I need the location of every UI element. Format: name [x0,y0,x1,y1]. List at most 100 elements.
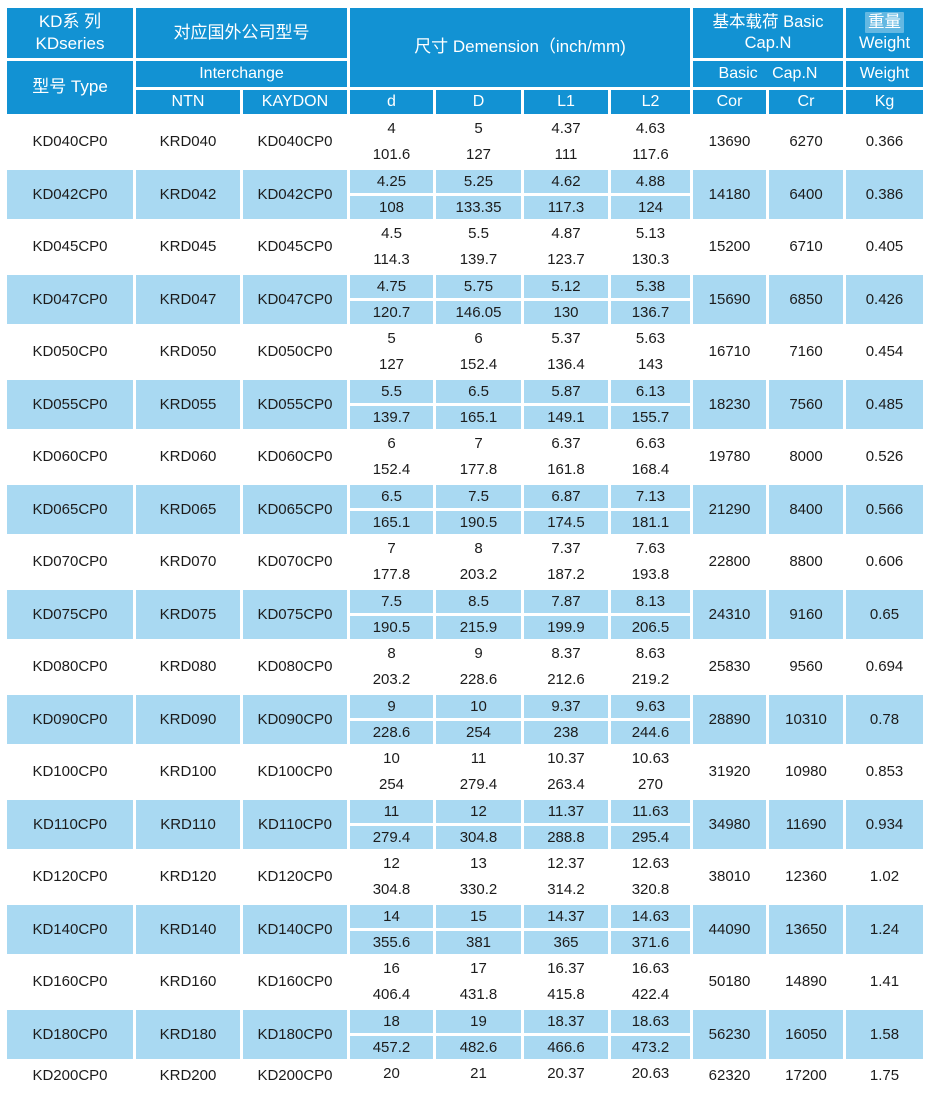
dim-D-cell-mm: 177.8 [459,461,498,479]
header-series-cn: KD系 列 [38,11,102,31]
dim-d-cell-mm: 254 [378,776,405,794]
kg-cell: 0.65 [846,589,923,639]
table-row: KD075CP0 KRD075 KD075CP0 7.5 190.5 8.5 215.9 7.… [7,589,923,639]
dim-d-cell-inch: 16 [383,960,400,978]
cor-cell: 22800 [708,553,751,571]
dim-D-cell: 10 254 [436,694,521,744]
dim-D-cell-inch: 19 [436,1009,521,1033]
dim-l2-cell: 14.63 371.6 [611,904,690,954]
dim-l2-cell-inch: 11.63 [611,799,690,823]
kg-cell: 1.24 [846,904,923,954]
dim-D-cell-mm: 431.8 [459,986,498,1004]
dim-l2-cell: 8.13 206.5 [611,589,690,639]
header-weight-en: Weight [858,34,911,52]
dim-d-cell-inch: 7.5 [350,589,433,613]
dim-l2-cell-inch: 5.38 [611,274,690,298]
dim-D-cell: 8.5 215.9 [436,589,521,639]
header-load-line1: 基本载荷 Basic [712,12,824,31]
dim-l1-cell-inch: 5.12 [524,274,608,298]
header-interchange: Interchange [136,61,347,87]
table-row: KD110CP0 KRD110 KD110CP0 11 279.4 12 304.8 11.3… [7,799,923,849]
dim-l2-cell: 16.63 422.4 [611,957,690,1007]
dim-l2-cell-mm: 155.7 [611,405,690,429]
dim-l2-cell: 10.63 270 [611,747,690,797]
ntn-cell: KRD120 [159,868,217,886]
dim-d-cell-inch: 5 [387,330,396,348]
cor-cell: 38010 [708,868,751,886]
cr-cell: 10980 [785,763,827,781]
table-row: KD055CP0 KRD055 KD055CP0 5.5 139.7 6.5 165.1 5.… [7,379,923,429]
dim-d-cell: 4.25 108 [350,169,433,219]
dim-l2-cell-mm: 136.7 [611,300,690,324]
dim-l2-cell-inch: 6.13 [611,379,690,403]
dim-l1-cell: 4.37 111 [524,117,608,167]
dim-D-cell: 17 431.8 [436,957,521,1007]
cor-cell: 62320 [708,1067,751,1084]
dim-D-cell: 5.25 133.35 [436,169,521,219]
cr-cell: 12360 [785,868,827,886]
dim-D-cell-mm: 139.7 [459,251,498,269]
dim-l1-cell-inch: 20.37 [547,1065,585,1083]
kg-cell: 0.426 [846,274,923,324]
dim-l2-cell-mm [611,1088,690,1111]
header-series-en: KDseries [35,34,105,53]
dim-l1-cell: 11.37 288.8 [524,799,608,849]
dim-l2-cell-mm: 244.6 [611,720,690,744]
dim-l2-cell-mm: 320.8 [631,881,670,899]
type-cell: KD075CP0 [7,589,133,639]
dim-l1-cell-mm: 212.6 [547,671,585,689]
dim-d-cell: 18 457.2 [350,1009,433,1059]
ntn-cell: KRD090 [136,694,240,744]
dim-l1-cell-mm: 288.8 [524,825,608,849]
type-cell: KD080CP0 [32,658,108,676]
dim-D-cell: 5.5 139.7 [436,222,521,272]
table-row: KD180CP0 KRD180 KD180CP0 18 457.2 19 482.6 18.3… [7,1009,923,1059]
ntn-cell: KRD140 [136,904,240,954]
table-body: KD040CP0 KRD040 KD040CP0 4 101.6 5 127 4.37 111 4… [7,117,923,1112]
dim-l2-cell-inch: 4.63 [635,120,666,138]
kaydon-cell: KD110CP0 [243,799,347,849]
kaydon-cell: KD160CP0 [257,973,333,991]
dim-d-cell: 5 127 [350,327,433,377]
dim-l1-cell-inch: 14.37 [524,904,608,928]
dim-D-cell: 9 228.6 [436,642,521,692]
cr-cell: 9160 [769,589,843,639]
cor-cell: 24310 [693,589,766,639]
dim-D-cell-mm: 330.2 [459,881,498,899]
dim-l2-cell: 5.63 143 [611,327,690,377]
ntn-cell: KRD180 [136,1009,240,1059]
cor-cell: 14180 [693,169,766,219]
dim-D-cell-inch: 6.5 [436,379,521,403]
type-cell: KD047CP0 [7,274,133,324]
dim-d-cell-mm: 457.2 [350,1035,433,1059]
dim-D-cell: 5 127 [436,117,521,167]
dim-l1-cell-mm: 117.3 [524,195,608,219]
dim-l1-cell-mm: 314.2 [547,881,585,899]
dim-d-cell-inch: 5.5 [350,379,433,403]
table-row: KD070CP0 KRD070 KD070CP0 7 177.8 8 203.2 7.37 18… [7,537,923,587]
cor-cell: 44090 [693,904,766,954]
dim-d-cell: 4.5 114.3 [350,222,433,272]
cor-cell: 15200 [708,238,751,256]
table-row: KD040CP0 KRD040 KD040CP0 4 101.6 5 127 4.37 111 4… [7,117,923,167]
type-cell: KD090CP0 [7,694,133,744]
table-row: KD200CP0 KRD200 KD200CP0 20 21 20.37 20.63 6232… [7,1062,923,1112]
ntn-cell: KRD055 [136,379,240,429]
dim-l1-cell: 10.37 263.4 [524,747,608,797]
dim-l1-cell-mm [524,1088,608,1111]
dim-D-cell-mm: 228.6 [459,671,498,689]
dim-l1-cell-inch: 9.37 [524,694,608,718]
dim-D-cell: 19 482.6 [436,1009,521,1059]
cor-cell: 13690 [708,133,751,151]
dim-l1-cell-inch: 8.37 [551,645,581,663]
dim-D-cell: 21 [436,1062,521,1112]
cor-cell: 21290 [693,484,766,534]
dim-l2-cell: 4.88 124 [611,169,690,219]
dim-l1-cell-mm: 199.9 [524,615,608,639]
dim-d-cell-mm: 120.7 [350,300,433,324]
dim-D-cell-mm: 482.6 [436,1035,521,1059]
dim-l2-cell: 5.38 136.7 [611,274,690,324]
dim-d-cell-inch: 4.25 [350,169,433,193]
dim-d-cell: 4 101.6 [350,117,433,167]
dim-D-cell-mm: 127 [465,146,492,164]
